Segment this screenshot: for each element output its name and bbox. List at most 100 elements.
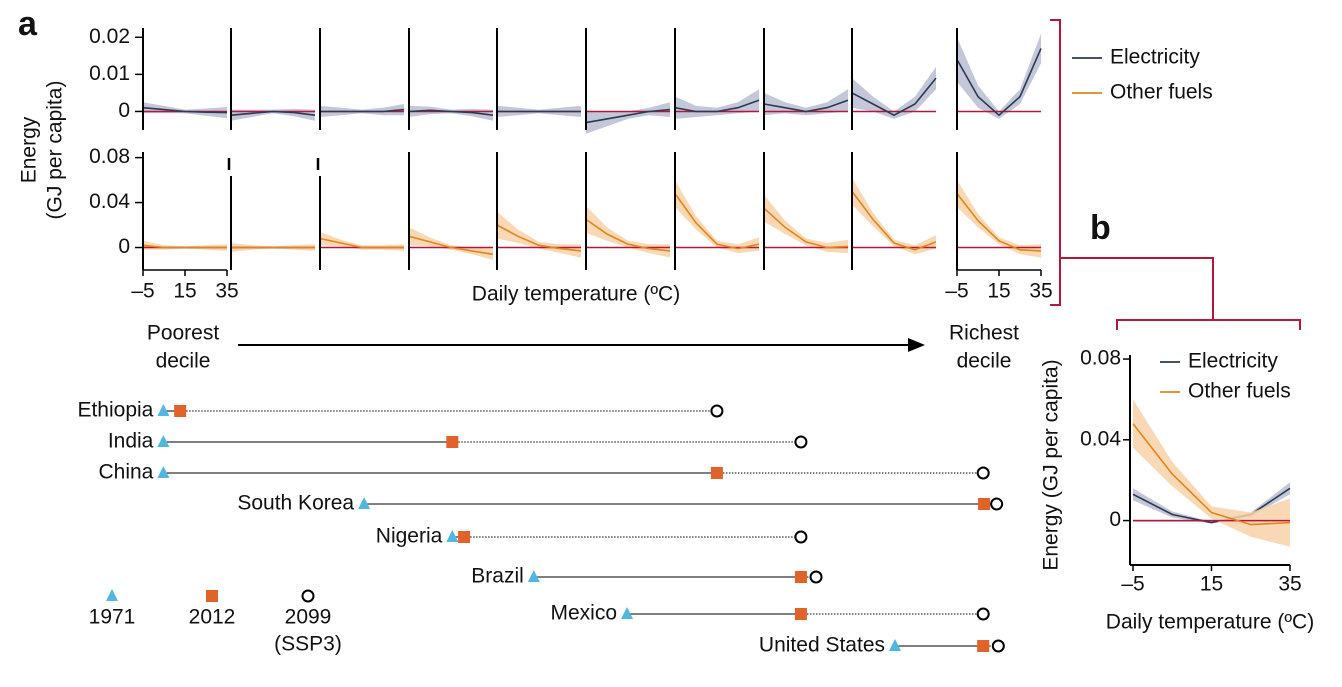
x-tick-label: 35 [215,280,238,303]
marker-1971 [157,404,170,416]
y-tick-label: 0.08 [89,145,130,168]
confidence-band [586,205,670,258]
curve [956,48,1042,117]
curve [1132,423,1291,526]
legend-label: 2012 [189,606,236,629]
y-tick-label: 0 [118,99,130,122]
marker-2099 [991,639,1005,653]
x-tick-label: 15 [987,280,1010,303]
x-tick-label: –5 [1121,573,1144,596]
curve [142,106,228,114]
legend-label: Other fuels [1110,81,1213,104]
country-label: United States [759,634,885,657]
x-tick-label: –5 [131,280,154,303]
marker-2099 [809,570,823,584]
y-axis-label: (GJ per capita) [44,81,67,220]
end-label: Richest [949,322,1019,345]
marker-1971 [446,530,459,542]
start-label: Poorest [147,322,220,345]
curve [674,193,760,250]
y-tick-label: 0.08 [1080,347,1121,370]
marker-2099 [976,466,990,480]
y-tick-label: 0.04 [1080,427,1121,450]
curve [319,237,404,249]
x-axis-label: Daily temperature (ºC) [472,283,680,306]
legend-note: (SSP3) [274,633,342,656]
x-tick-label: 15 [1200,573,1223,596]
panel-label: b [1090,209,1111,247]
x-tick-label: –5 [945,280,968,303]
legend-label: Electricity [1188,350,1278,373]
marker-1971 [621,607,634,619]
y-tick-label: 0.01 [89,62,130,85]
country-label: India [108,430,154,453]
curve [408,235,494,256]
marker-1971 [157,435,170,447]
curve [1132,487,1291,524]
curve [851,190,937,251]
marker-2099 [990,497,1004,511]
confidence-band [320,231,404,251]
curve [674,99,760,113]
curve [763,99,849,113]
x-axis-label: Daily temperature (ºC) [1106,611,1314,634]
country-label: China [98,461,153,484]
marker-2012 [710,467,723,479]
country-label: Nigeria [376,525,443,548]
confidence-band [320,104,404,117]
y-tick-label: 0 [1109,508,1121,531]
legend-marker [206,590,218,602]
marker-2012 [174,405,187,417]
marker-2012 [794,571,807,583]
marker-2099 [794,530,808,544]
country-label: South Korea [237,492,354,515]
marker-1971 [157,466,170,478]
x-tick-label: 35 [1278,573,1301,596]
legend-marker [106,589,118,601]
bracket [1050,19,1301,330]
legend-label: Other fuels [1188,380,1291,403]
x-tick-label: 35 [1029,280,1052,303]
confidence-band [143,102,227,119]
marker-2012 [446,436,459,448]
confidence-band [143,240,227,251]
curve [142,244,227,249]
legend-label: 1971 [89,606,136,629]
confidence-band [497,211,581,258]
confidence-band [1133,399,1290,547]
curve [585,108,671,124]
marker-1971 [358,497,371,509]
marker-2012 [458,531,471,543]
country-label: Ethiopia [77,399,153,422]
y-tick-label: 0.02 [89,25,130,48]
end-label: decile [957,350,1012,373]
curve [956,193,1042,252]
confidence-band [764,194,848,254]
country-label: Mexico [551,602,618,625]
marker-2099 [710,404,724,418]
confidence-band [957,180,1041,258]
confidence-band [586,102,670,134]
arrow-head [908,338,925,352]
panel-label: a [18,5,38,43]
legend-label: 2099 [285,606,332,629]
confidence-band [675,180,759,254]
marker-1971 [527,570,540,582]
marker-2099 [976,607,990,621]
x-tick-label: 15 [173,280,196,303]
curve [763,207,849,249]
marker-2099 [794,435,808,449]
start-label: decile [156,350,211,373]
confidence-band [852,66,936,119]
y-axis-label: Energy (GJ per capita) [1040,359,1063,570]
y-tick-label: 0 [118,235,130,258]
legend-label: Electricity [1110,46,1200,69]
y-axis-label: Energy [18,116,41,183]
curve [585,218,671,252]
country-label: Brazil [471,565,524,588]
y-tick-label: 0.04 [89,190,130,213]
curve [408,109,494,116]
curve [230,110,316,116]
marker-2012 [794,608,807,620]
